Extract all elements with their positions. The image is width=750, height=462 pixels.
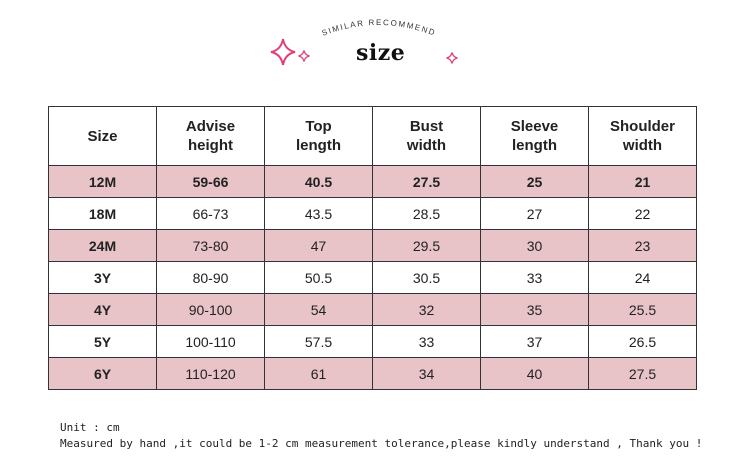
table-cell: 25 (480, 165, 589, 198)
svg-text:SIMILAR RECOMMEND: SIMILAR RECOMMEND (321, 18, 438, 38)
table-row: 5Y 100-110 57.5 33 37 26.5 (48, 325, 697, 358)
table-cell: 59-66 (156, 165, 265, 198)
arc-heading: SIMILAR RECOMMEND (321, 18, 438, 38)
table-cell: 12M (48, 165, 157, 198)
table-row: 6Y 110-120 61 34 40 27.5 (48, 357, 697, 390)
table-cell: 34 (372, 357, 481, 390)
table-cell: 33 (480, 261, 589, 294)
table-cell: 47 (264, 229, 373, 262)
column-header-bust-width: Bust width (372, 106, 481, 166)
arc-heading-text: SIMILAR RECOMMEND (321, 18, 436, 38)
table-cell: 6Y (48, 357, 157, 390)
table-row: 12M 59-66 40.5 27.5 25 21 (48, 165, 697, 198)
table-cell: 27.5 (372, 165, 481, 198)
table-cell: 4Y (48, 293, 157, 326)
table-cell: 27.5 (588, 357, 697, 390)
table-row: 24M 73-80 47 29.5 30 23 (48, 229, 697, 262)
table-cell: 37 (480, 325, 589, 358)
column-header-advise-height: Advise height (156, 106, 265, 166)
column-header-top-length: Top length (264, 106, 373, 166)
table-cell: 43.5 (264, 197, 373, 230)
table-cell: 28.5 (372, 197, 481, 230)
table-cell: 5Y (48, 325, 157, 358)
table-cell: 3Y (48, 261, 157, 294)
table-cell: 32 (372, 293, 481, 326)
size-chart-table: Size Advise height Top length Bust width… (48, 106, 697, 390)
unit-note: Unit : cm (60, 421, 120, 434)
table-cell: 50.5 (264, 261, 373, 294)
table-cell: 73-80 (156, 229, 265, 262)
page-title: size (356, 40, 406, 66)
table-cell: 66-73 (156, 197, 265, 230)
small-sparkle-icon-right (446, 52, 458, 64)
table-cell: 40.5 (264, 165, 373, 198)
table-cell: 29.5 (372, 229, 481, 262)
table-cell: 33 (372, 325, 481, 358)
table-cell: 23 (588, 229, 697, 262)
table-cell: 110-120 (156, 357, 265, 390)
table-cell: 21 (588, 165, 697, 198)
table-cell: 40 (480, 357, 589, 390)
table-cell: 30 (480, 229, 589, 262)
table-cell: 57.5 (264, 325, 373, 358)
table-cell: 30.5 (372, 261, 481, 294)
table-cell: 54 (264, 293, 373, 326)
table-cell: 90-100 (156, 293, 265, 326)
table-cell: 22 (588, 197, 697, 230)
small-sparkle-icon (298, 50, 310, 62)
table-cell: 26.5 (588, 325, 697, 358)
table-header-row: Size Advise height Top length Bust width… (48, 106, 697, 166)
table-cell: 35 (480, 293, 589, 326)
table-cell: 61 (264, 357, 373, 390)
column-header-size: Size (48, 106, 157, 166)
table-cell: 80-90 (156, 261, 265, 294)
table-cell: 24 (588, 261, 697, 294)
column-header-shoulder-width: Shoulder width (588, 106, 697, 166)
table-cell: 24M (48, 229, 157, 262)
table-cell: 100-110 (156, 325, 265, 358)
table-row: 18M 66-73 43.5 28.5 27 22 (48, 197, 697, 230)
table-cell: 27 (480, 197, 589, 230)
table-cell: 18M (48, 197, 157, 230)
table-row: 3Y 80-90 50.5 30.5 33 24 (48, 261, 697, 294)
table-cell: 25.5 (588, 293, 697, 326)
header: SIMILAR RECOMMEND size (0, 0, 750, 100)
measurement-disclaimer: Measured by hand ,it could be 1-2 cm mea… (60, 437, 703, 450)
column-header-sleeve-length: Sleeve length (480, 106, 589, 166)
table-row: 4Y 90-100 54 32 35 25.5 (48, 293, 697, 326)
sparkle-icon (270, 38, 296, 66)
